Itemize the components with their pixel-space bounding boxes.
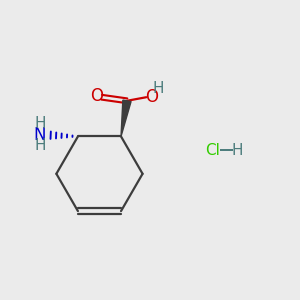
Text: H: H	[34, 116, 46, 131]
Text: H: H	[34, 138, 46, 153]
Text: H: H	[152, 81, 164, 96]
Text: O: O	[90, 87, 103, 105]
Text: N: N	[34, 126, 46, 144]
Text: Cl: Cl	[205, 142, 220, 158]
Polygon shape	[121, 100, 131, 136]
Text: O: O	[145, 88, 158, 106]
Text: H: H	[232, 142, 243, 158]
